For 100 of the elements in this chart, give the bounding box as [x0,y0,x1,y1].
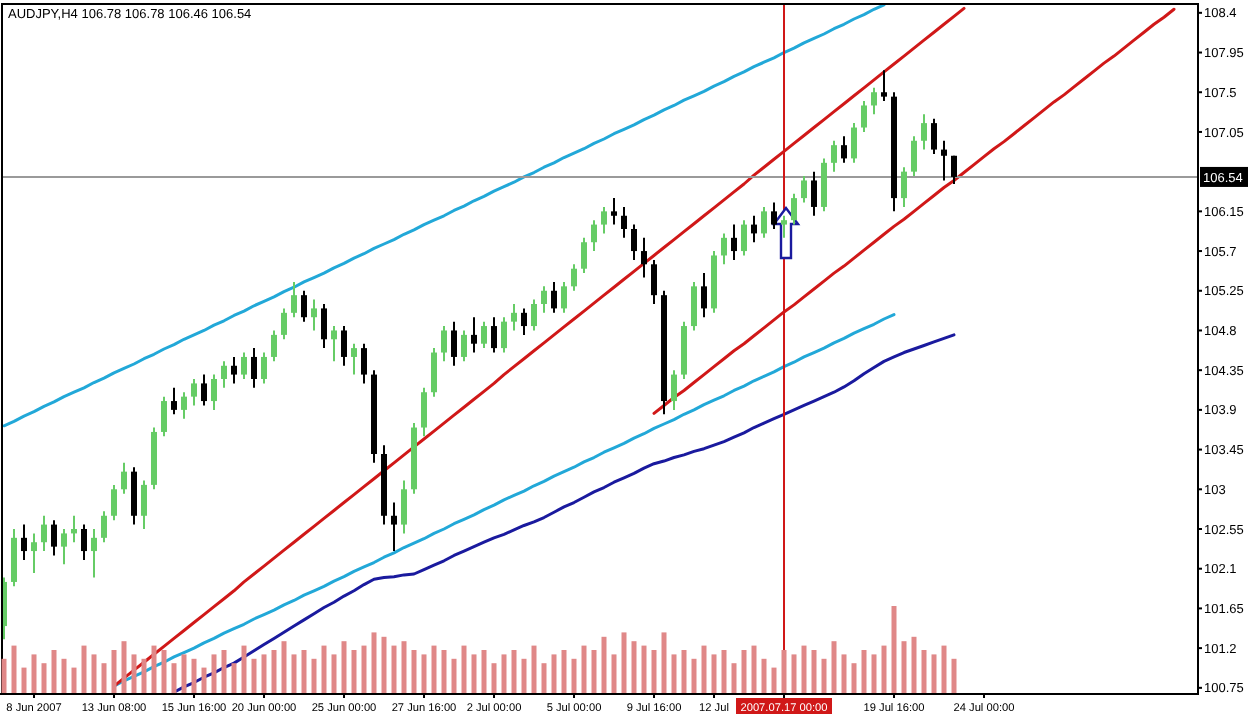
candlestick [211,373,217,411]
bar [181,654,187,694]
candlestick [871,86,877,116]
bar [561,650,567,694]
candlestick [351,342,357,376]
bar [751,645,757,694]
candlestick [41,514,47,553]
bar [191,658,197,694]
candlestick [541,285,547,314]
bar [691,658,697,694]
candlestick [521,307,527,336]
bar [591,650,597,694]
candlestick [951,154,957,185]
candlestick [691,280,697,332]
bar [681,650,687,694]
candlestick [431,347,437,398]
candlestick [621,205,627,239]
candlestick [491,316,497,354]
bar [621,632,627,694]
candlestick [111,483,117,522]
bar [401,641,407,694]
bar [841,654,847,694]
candlestick [341,325,347,367]
bar [601,636,607,694]
bar [321,645,327,694]
bar [411,650,417,694]
bar [761,658,767,694]
bar [831,641,837,694]
candlestick [941,139,947,182]
candlestick [81,523,87,561]
candlestick [461,329,467,363]
candlestick [441,325,447,363]
bar [781,650,787,694]
bar [131,654,137,694]
bar [661,632,667,694]
bar [741,650,747,694]
bar [211,654,217,694]
bar [261,654,267,694]
candlestick [531,298,537,332]
bar [911,636,917,694]
candlestick [191,378,197,407]
bar [501,654,507,694]
bar [61,658,67,694]
candlestick [181,391,187,420]
candlestick [911,135,917,178]
bar [371,632,377,694]
bar [281,641,287,694]
candlestick [631,223,637,261]
candlestick [731,223,737,261]
bar [461,645,467,694]
candlestick [361,342,367,385]
bar [441,650,447,694]
candlestick [321,303,327,350]
candlestick [601,205,607,235]
bar [111,650,117,694]
bar [431,645,437,694]
bar [571,658,577,694]
bar [171,663,177,694]
candlestick [641,236,647,279]
bar [1,658,7,694]
bar [641,645,647,694]
bar [651,650,657,694]
bar [221,650,227,694]
line-series [172,333,956,694]
bar [881,645,887,694]
bar [541,663,547,694]
bar [11,645,17,694]
candlestick [931,117,937,155]
candlestick [221,360,227,389]
candlestick [761,205,767,239]
candlestick [571,263,577,292]
candlestick [551,280,557,314]
bar [311,658,317,694]
candlestick [701,272,707,319]
candlestick [101,510,107,544]
candlestick [31,532,37,575]
candlestick [331,325,337,363]
candlestick [51,519,57,557]
bar [121,641,127,694]
bar [471,654,477,694]
bar [41,663,47,694]
bar [901,641,907,694]
candlestick [311,298,317,332]
bar [81,645,87,694]
candlestick [281,307,287,341]
bar [731,663,737,694]
candlestick [511,303,517,332]
bar [871,654,877,694]
candlestick [21,523,27,561]
candlestick [141,479,147,530]
bar [301,650,307,694]
candlestick [91,528,97,579]
bar [611,654,617,694]
bar [941,645,947,694]
bar [771,667,777,694]
candlestick [61,528,67,566]
candlestick [721,232,727,266]
candlestick [581,236,587,275]
bar [551,654,557,694]
candlestick [741,219,747,257]
